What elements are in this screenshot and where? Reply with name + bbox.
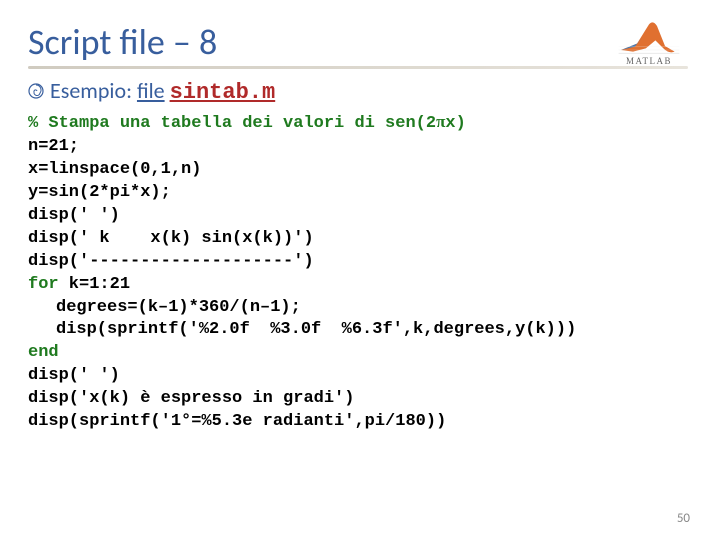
code-line-4: y=sin(2*pi*x); [28, 182, 692, 205]
code-line-7: disp('--------------------') [28, 251, 692, 274]
subtitle-label: Esempio: [50, 77, 132, 104]
code-line-5: disp(' ') [28, 205, 692, 228]
spiral-bullet-icon [28, 83, 44, 99]
code-line-3: x=linspace(0,1,n) [28, 159, 692, 182]
page-number: 50 [677, 511, 690, 526]
code-line-13: disp('x(k) è espresso in gradi') [28, 388, 692, 411]
matlab-icon [614, 18, 684, 58]
code-line-14: disp(sprintf('1°=%5.3e radianti',pi/180)… [28, 411, 692, 434]
subtitle-file-word: file [137, 77, 165, 104]
code-block: % Stampa una tabella dei valori di sen(2… [28, 111, 692, 434]
title-underline [28, 66, 688, 69]
code-line-9: degrees=(k–1)*360/(n–1); [28, 297, 692, 320]
code-line-12: disp(' ') [28, 365, 692, 388]
code-line-1: % Stampa una tabella dei valori di sen(2… [28, 111, 692, 136]
subtitle: Esempio: file sintab.m [50, 77, 275, 105]
code-line-6: disp(' k x(k) sin(x(k))') [28, 228, 692, 251]
matlab-logo: MATLAB [604, 14, 694, 70]
code-line-8: for k=1:21 [28, 274, 692, 297]
code-line-11: end [28, 342, 692, 365]
slide: MATLAB Script file – 8 Esempio: file sin… [0, 0, 720, 540]
subtitle-row: Esempio: file sintab.m [28, 77, 692, 105]
matlab-label: MATLAB [626, 56, 672, 66]
code-line-10: disp(sprintf('%2.0f %3.0f %6.3f',k,degre… [28, 319, 692, 342]
page-title: Script file – 8 [28, 20, 692, 64]
subtitle-filename: sintab.m [170, 80, 276, 105]
code-line-2: n=21; [28, 136, 692, 159]
